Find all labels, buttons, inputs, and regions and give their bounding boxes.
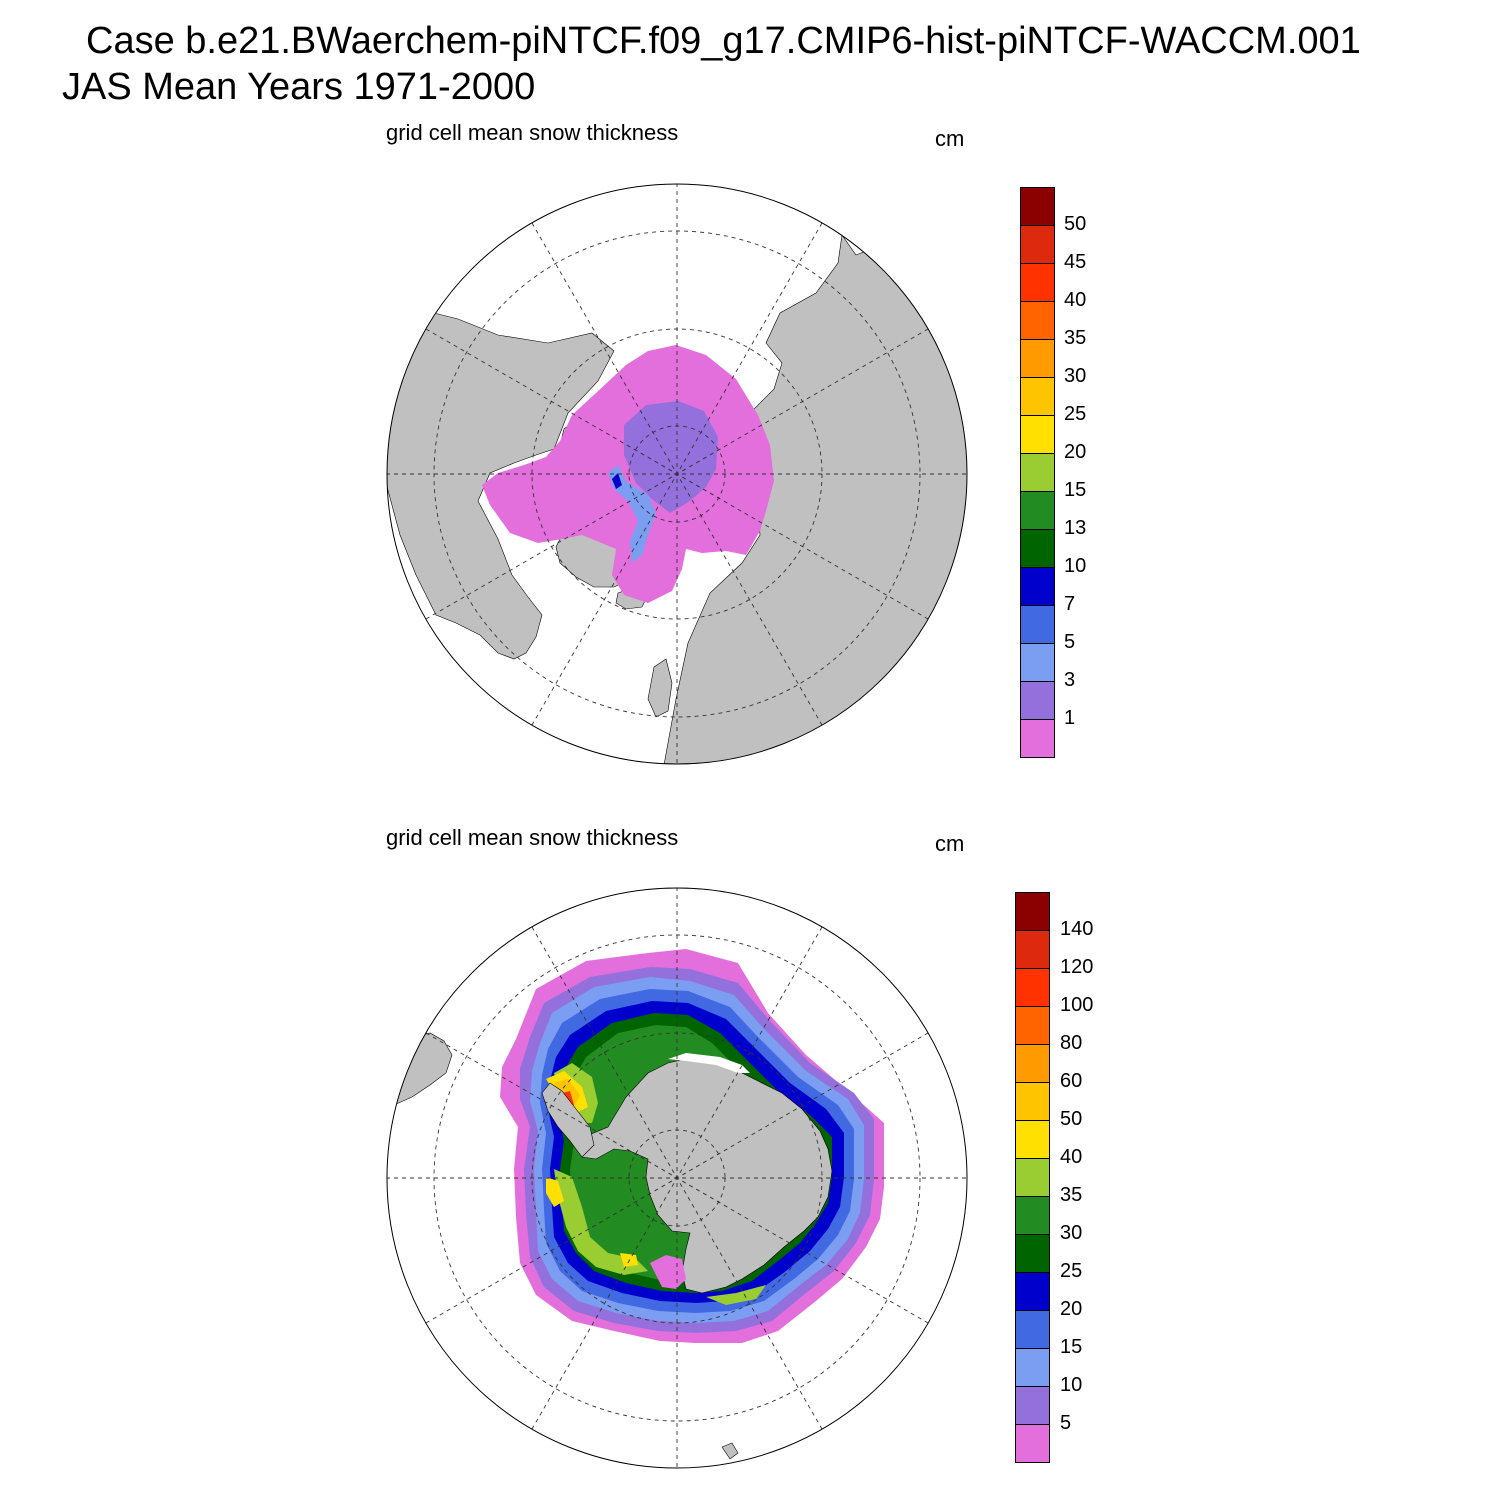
figure-title-line1: Case b.e21.BWaerchem-piNTCF.f09_g17.CMIP… (86, 20, 1361, 62)
colorbar-box (1020, 263, 1055, 302)
colorbar-tick-label: 50 (1064, 213, 1087, 235)
colorbar-box (1015, 1386, 1050, 1425)
colorbar-box (1020, 453, 1055, 492)
colorbar-box (1015, 1120, 1050, 1159)
colorbar-tick-label: 13 (1064, 517, 1087, 539)
colorbar-tick-label: 20 (1060, 1298, 1083, 1320)
colorbar-tick-label: 3 (1064, 669, 1076, 691)
graticule (387, 184, 967, 764)
south-polar-map (386, 887, 968, 1469)
colorbar-tick-label: 35 (1064, 327, 1087, 349)
colorbar-tick-label: 30 (1064, 365, 1087, 387)
british-isles-land (647, 658, 673, 718)
colorbar-box (1015, 1006, 1050, 1045)
colorbar-box (1015, 1272, 1050, 1311)
colorbar-tick-label: 80 (1060, 1032, 1083, 1054)
colorbar-box (1015, 1424, 1050, 1463)
colorbar-box (1020, 187, 1055, 226)
north-polar-map (386, 183, 968, 765)
colorbar-box (1020, 301, 1055, 340)
antarctic-peninsula-land (541, 1082, 595, 1158)
colorbar-tick-label: 40 (1064, 289, 1087, 311)
colorbar-box (1020, 567, 1055, 606)
colorbar-box (1020, 377, 1055, 416)
snow-thickness-band-8 (554, 1169, 648, 1275)
colorbar-box (1015, 1234, 1050, 1273)
colorbar-tick-label: 30 (1060, 1222, 1083, 1244)
colorbar-box (1020, 339, 1055, 378)
colorbar-tick-label: 35 (1060, 1184, 1083, 1206)
colorbar-box (1015, 1158, 1050, 1197)
colorbar-box (1015, 1348, 1050, 1387)
colorbar-tick-label: 20 (1064, 441, 1087, 463)
snow-thickness-band-8 (706, 1285, 766, 1305)
colorbar-box (1020, 719, 1055, 758)
colorbar-tick-label: 120 (1060, 956, 1094, 978)
colorbar-box (1015, 1310, 1050, 1349)
colorbar-tick-label: 15 (1064, 479, 1087, 501)
colorbar-tick-label: 10 (1064, 555, 1087, 577)
snow-thickness-band-9 (546, 1177, 564, 1207)
colorbar-box (1020, 491, 1055, 530)
graticule (387, 888, 967, 1468)
figure-title-line2: JAS Mean Years 1971-2000 (62, 66, 536, 108)
colorbar-tick-label: 40 (1060, 1146, 1083, 1168)
coastal-polynya (668, 1053, 750, 1073)
snow-thickness-band-3 (608, 465, 656, 563)
colorbar-box (1020, 225, 1055, 264)
colorbar-tick-label: 10 (1060, 1374, 1083, 1396)
units-label-north: cm (935, 126, 965, 151)
colorbar-box (1020, 643, 1055, 682)
colorbar-tick-label: 7 (1064, 593, 1076, 615)
north-america-land (387, 302, 615, 660)
colorbar-box (1015, 1196, 1050, 1235)
colorbar-box (1015, 930, 1050, 969)
colorbar-tick-label: 140 (1060, 918, 1094, 940)
colorbar-tick-label: 25 (1060, 1260, 1083, 1282)
colorbar-tick-label: 100 (1060, 994, 1094, 1016)
colorbar-box (1020, 605, 1055, 644)
panel-title-south: grid cell mean snow thickness (386, 825, 679, 850)
colorbar-box (1020, 529, 1055, 568)
colorbar-tick-label: 5 (1064, 631, 1076, 653)
colorbar-tick-label: 45 (1064, 251, 1087, 273)
snow-thickness-band-5 (612, 473, 622, 489)
colorbar-tick-label: 60 (1060, 1070, 1083, 1092)
colorbar-tick-label: 50 (1060, 1108, 1083, 1130)
units-label-south: cm (935, 831, 965, 856)
colorbar-tick-label: 25 (1064, 403, 1087, 425)
colorbar-box (1015, 968, 1050, 1007)
snow-thickness-band-9 (620, 1253, 638, 1267)
colorbar-tick-label: 5 (1060, 1412, 1072, 1434)
colorbar-box (1020, 415, 1055, 454)
colorbar-box (1020, 681, 1055, 720)
colorbar-box (1015, 1044, 1050, 1083)
colorbar-tick-label: 15 (1060, 1336, 1083, 1358)
colorbar-box (1015, 892, 1050, 931)
panel-title-north: grid cell mean snow thickness (386, 120, 679, 145)
island-land (721, 1442, 739, 1460)
colorbar-tick-label: 1 (1064, 707, 1076, 729)
colorbar-box (1015, 1082, 1050, 1121)
